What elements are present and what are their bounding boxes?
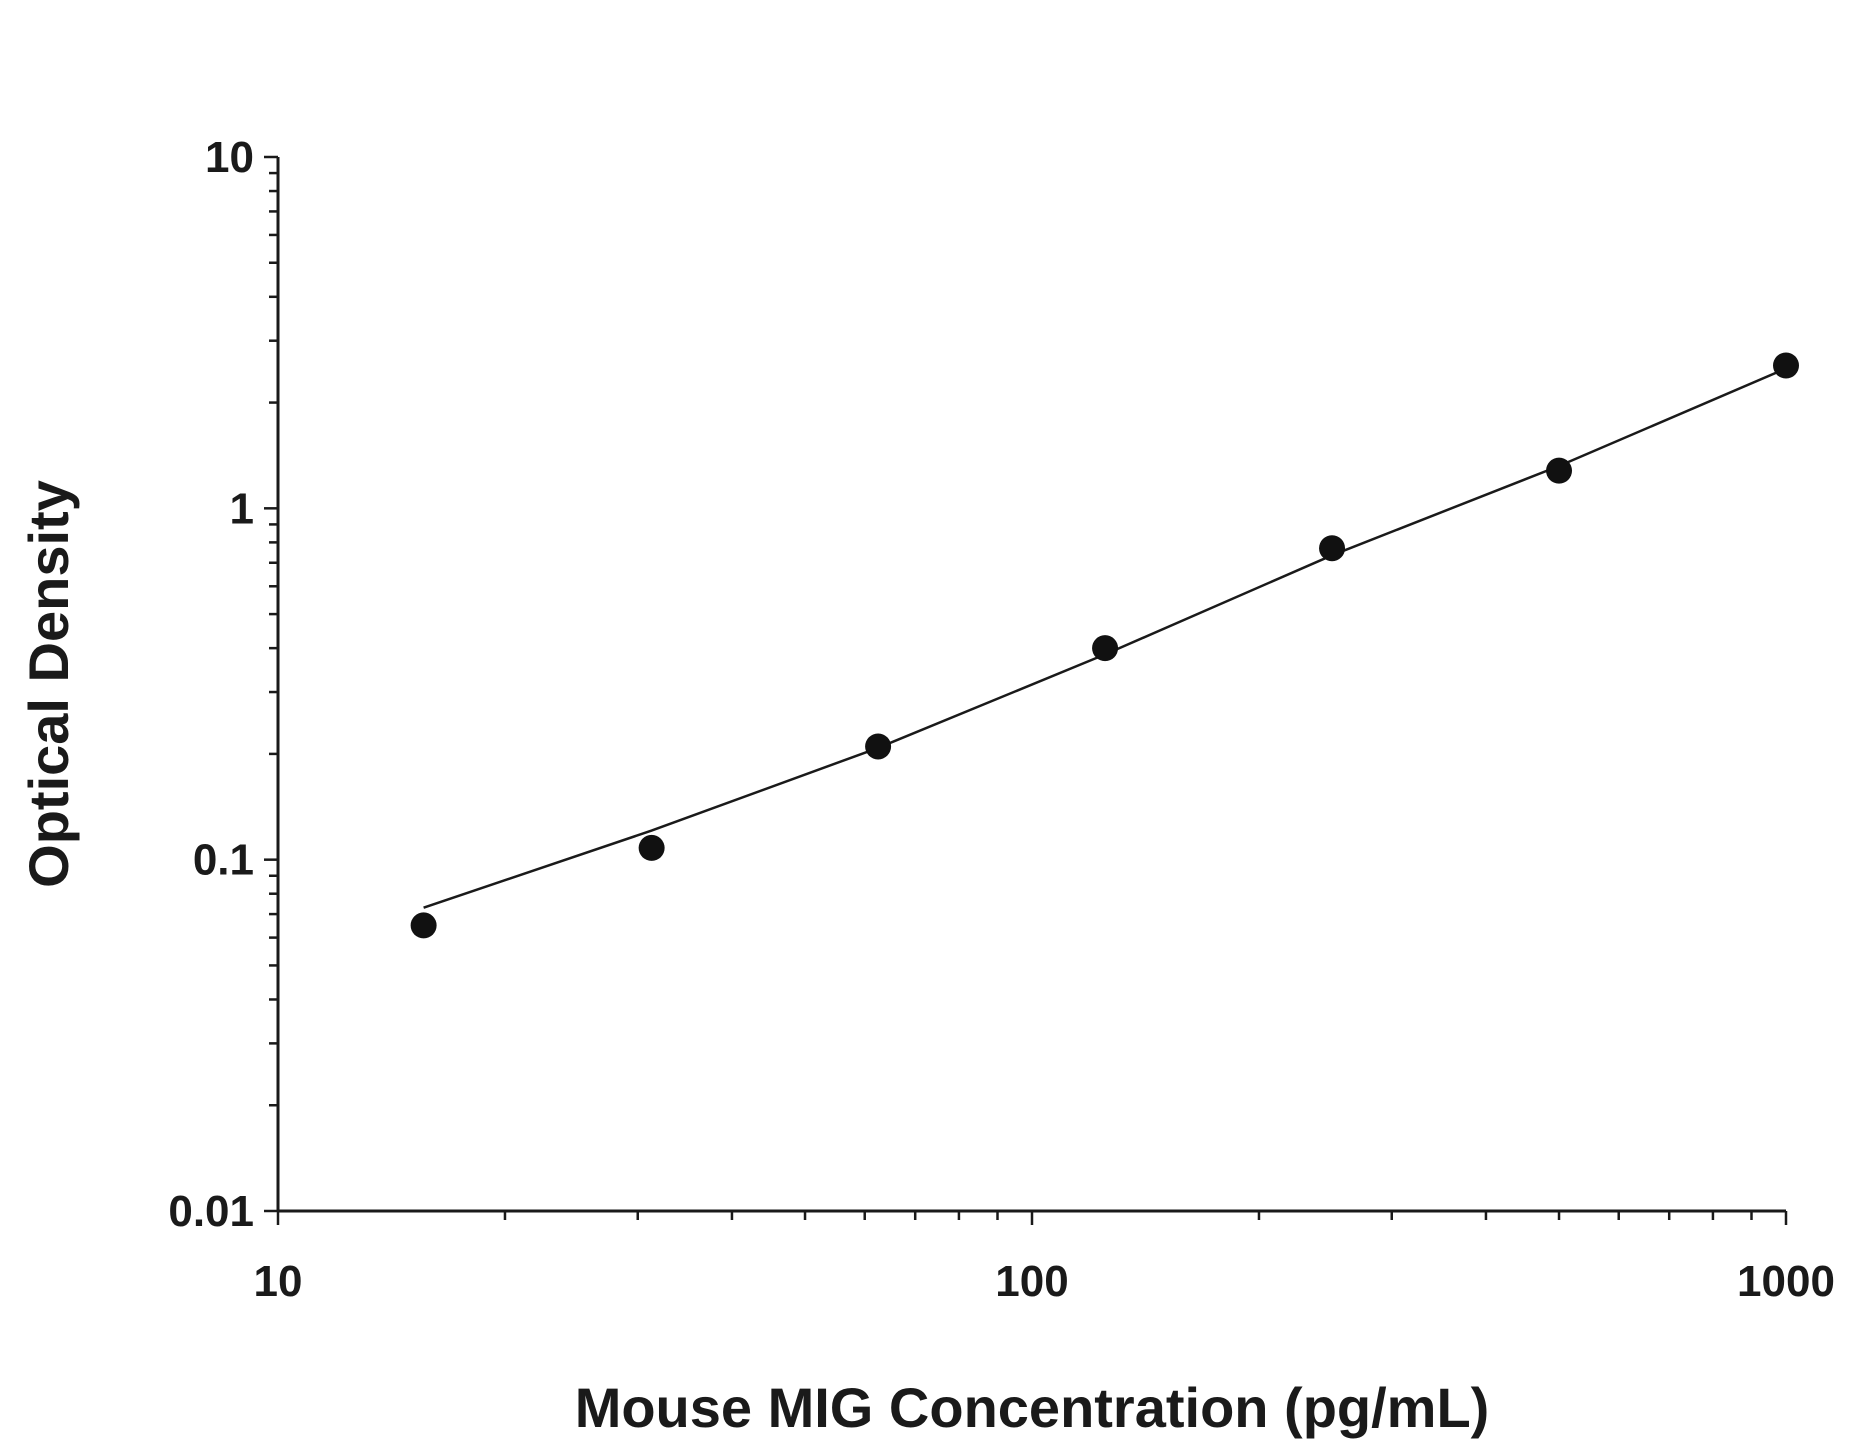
x-tick-label: 10 — [254, 1257, 303, 1306]
data-point — [1319, 535, 1346, 562]
data-points — [410, 352, 1799, 939]
data-point — [865, 733, 892, 760]
x-tick-label: 100 — [995, 1257, 1068, 1306]
y-axis-tick-labels: 0.01 0.1 1 10 — [168, 133, 254, 1236]
y-tick-label: 1 — [230, 484, 254, 533]
x-tick-label: 1000 — [1737, 1257, 1835, 1306]
y-tick-label: 0.01 — [168, 1187, 254, 1236]
y-axis-ticks — [264, 155, 278, 1213]
y-tick-label: 0.1 — [193, 836, 254, 885]
x-axis-title: Mouse MIG Concentration (pg/mL) — [575, 1376, 1490, 1439]
y-axis-title: Optical Density — [17, 480, 80, 888]
data-point — [1092, 635, 1119, 662]
x-axis-ticks — [276, 1211, 1788, 1225]
x-axis-tick-labels: 10 100 1000 — [254, 1257, 1835, 1306]
data-point — [638, 834, 665, 861]
data-point — [1546, 457, 1573, 484]
data-point — [1773, 352, 1799, 379]
y-tick-label: 10 — [205, 133, 254, 182]
data-point — [410, 912, 437, 939]
